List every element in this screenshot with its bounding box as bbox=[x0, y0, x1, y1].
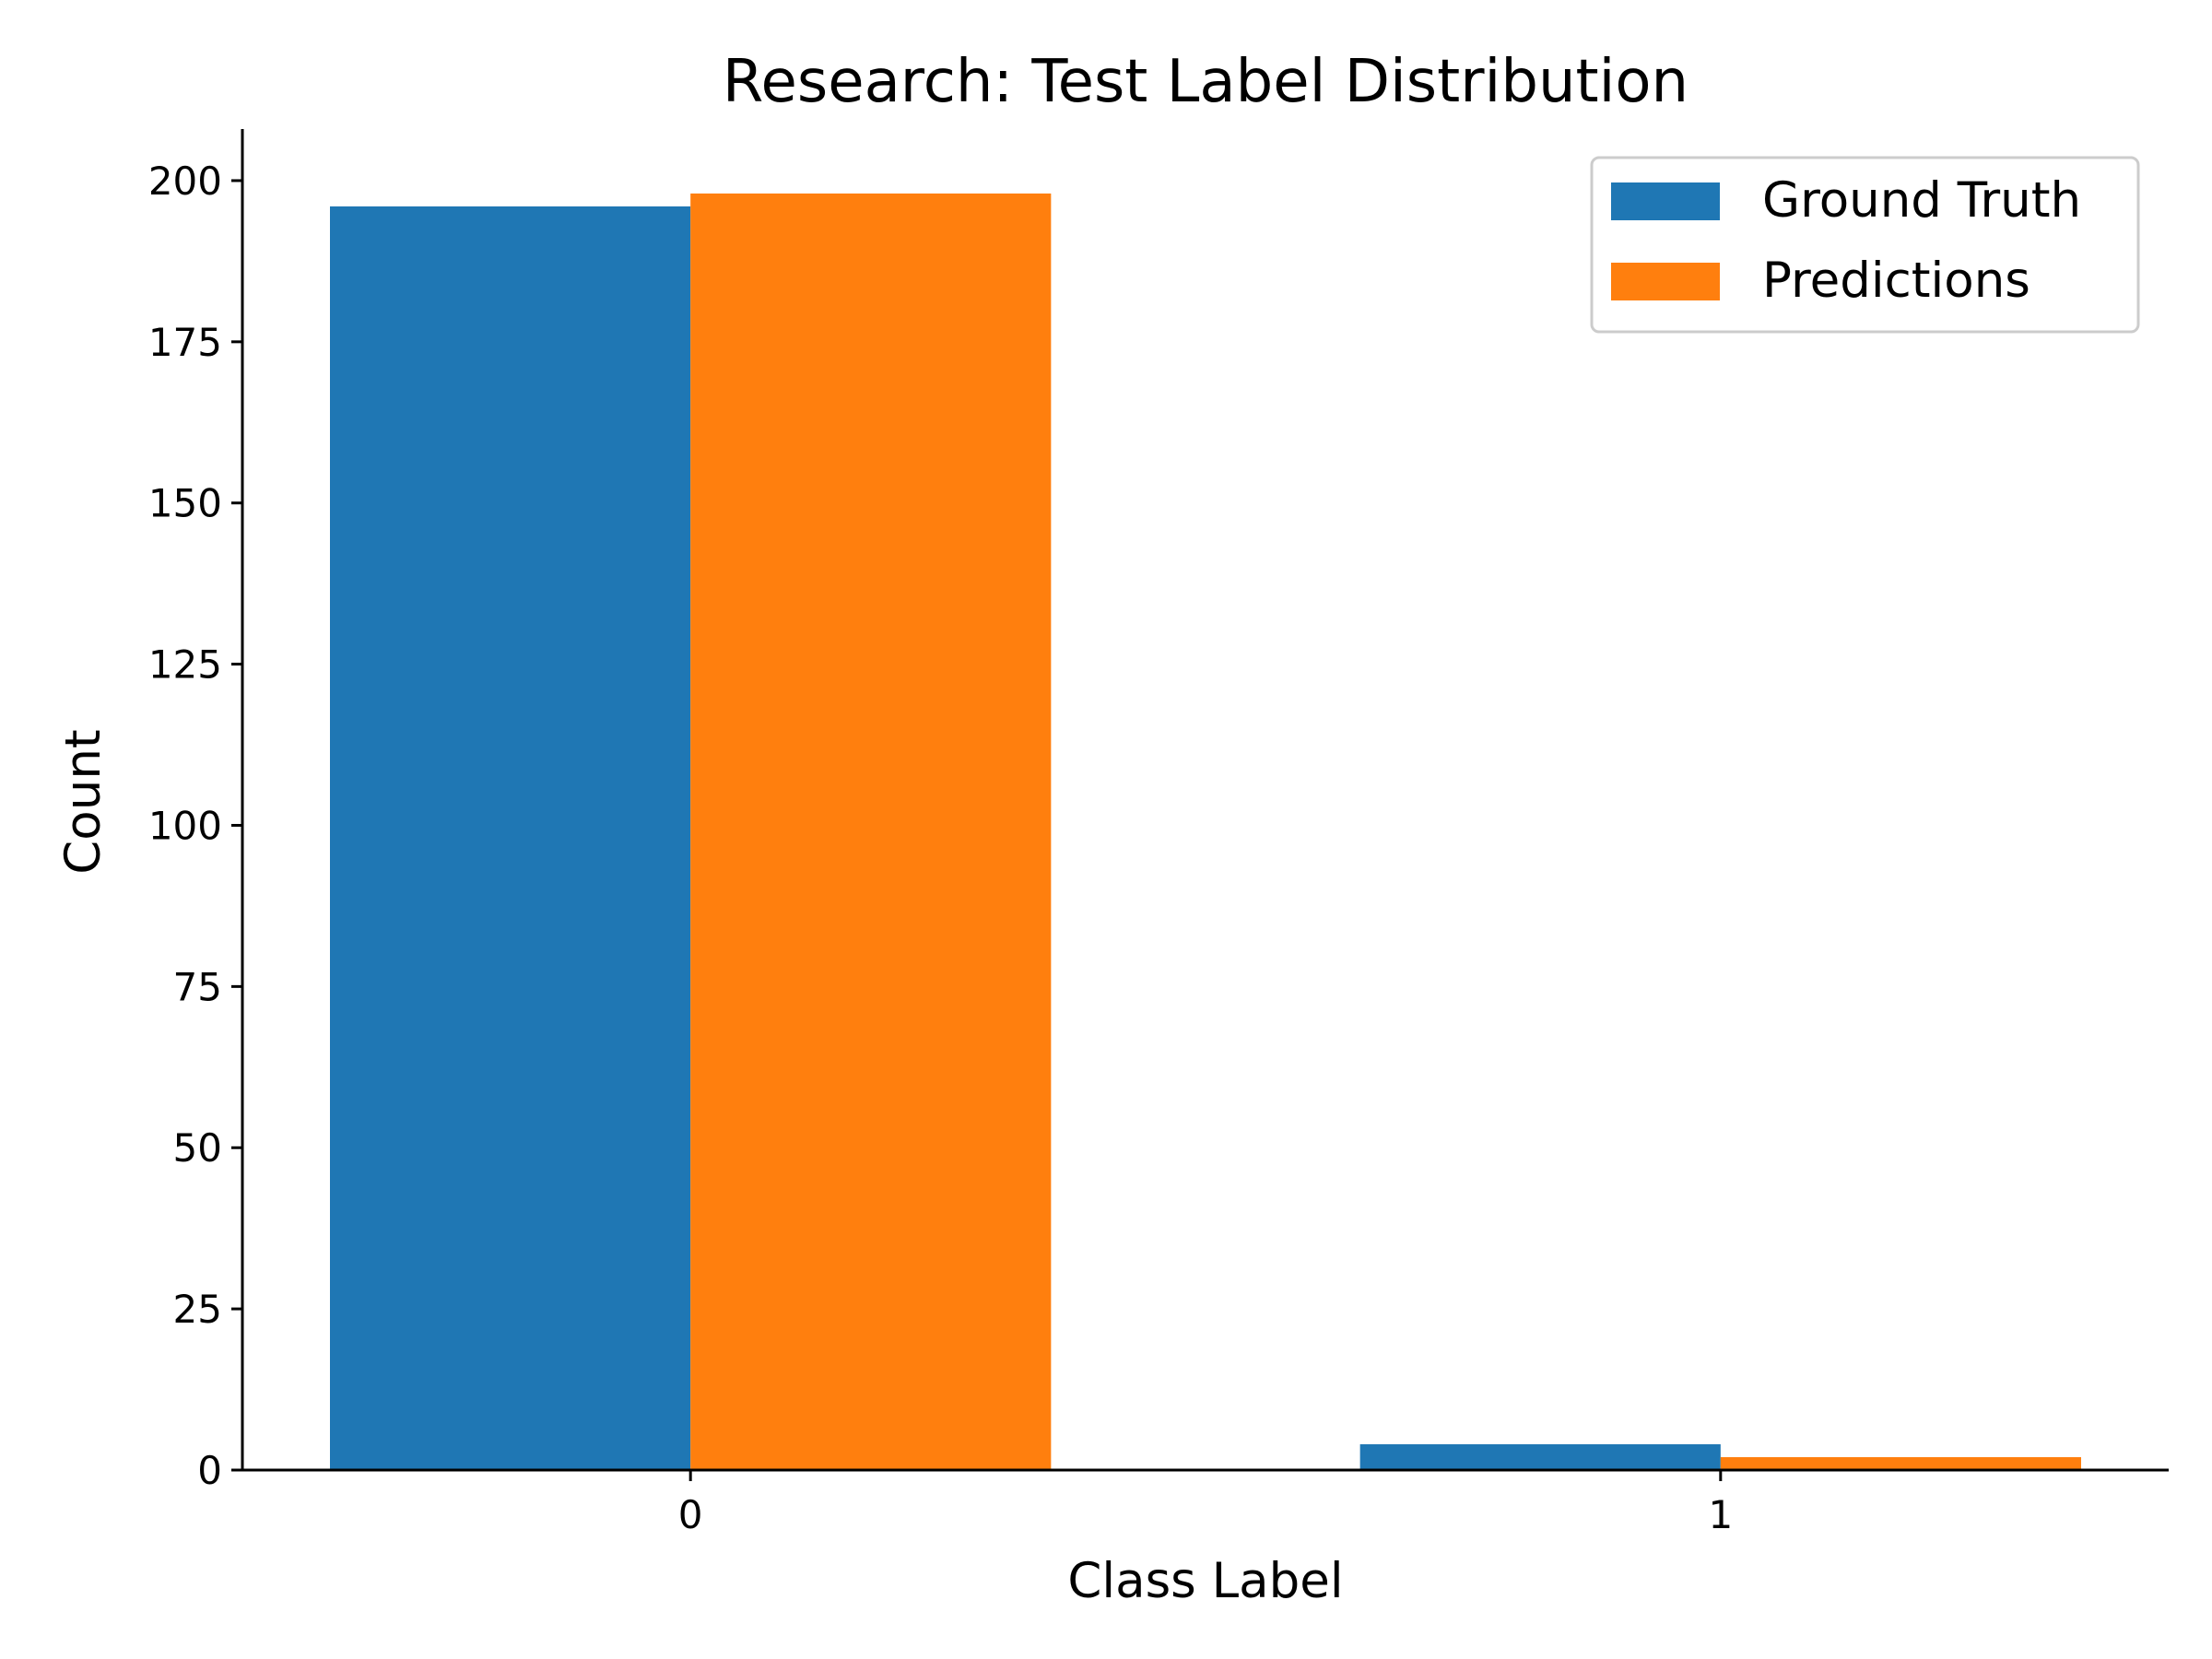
y-tick-label: 25 bbox=[173, 1287, 222, 1332]
y-tick-label: 50 bbox=[173, 1125, 222, 1171]
y-ticks-group: 0 25 50 75 100 125 150 175 200 bbox=[148, 159, 242, 1493]
bar-predictions-class-1 bbox=[1720, 1457, 2081, 1470]
legend-swatch-ground-truth bbox=[1611, 182, 1720, 220]
legend-label-predictions: Predictions bbox=[1762, 253, 2030, 309]
y-tick-label: 100 bbox=[148, 803, 222, 848]
x-axis-label: Class Label bbox=[1067, 1553, 1343, 1609]
legend-label-ground-truth: Ground Truth bbox=[1762, 172, 2081, 229]
x-tick-label: 0 bbox=[678, 1492, 703, 1537]
y-tick-label: 75 bbox=[173, 964, 222, 1009]
y-tick-label: 0 bbox=[197, 1448, 222, 1493]
y-tick-label: 125 bbox=[148, 642, 222, 688]
chart-title: Research: Test Label Distribution bbox=[723, 48, 1688, 116]
legend: Ground Truth Predictions bbox=[1590, 156, 2140, 334]
legend-frame bbox=[1590, 156, 2140, 334]
bar-predictions-class-0 bbox=[690, 193, 1052, 1471]
y-tick-label: 150 bbox=[148, 481, 222, 526]
legend-swatch-predictions bbox=[1611, 263, 1720, 300]
bar-ground-truth-class-1 bbox=[1359, 1444, 1721, 1470]
y-tick-label: 200 bbox=[148, 159, 222, 204]
bar-ground-truth-class-0 bbox=[330, 206, 691, 1471]
x-tick-label: 1 bbox=[1708, 1492, 1733, 1537]
y-axis-label: Count bbox=[55, 729, 112, 874]
bars-group bbox=[330, 193, 2081, 1471]
y-tick-label: 175 bbox=[148, 320, 222, 365]
